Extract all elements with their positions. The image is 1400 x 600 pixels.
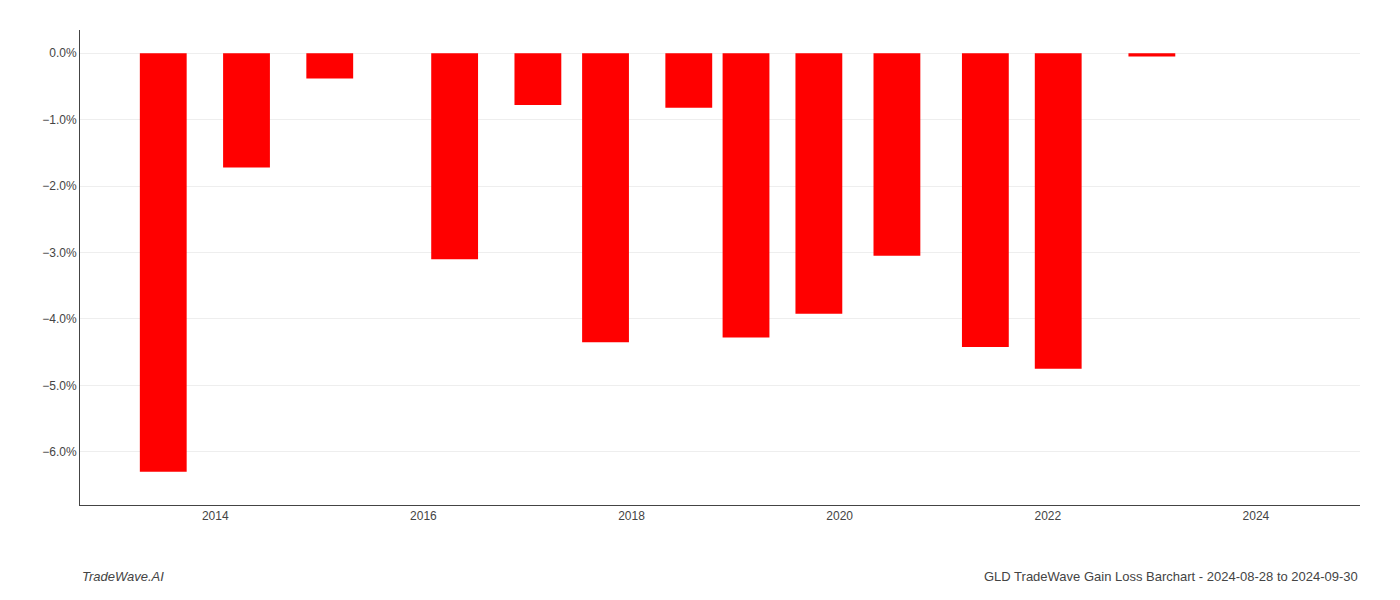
- svg-text:−3.0%: −3.0%: [42, 246, 77, 260]
- svg-text:TradeWave.AI: TradeWave.AI: [82, 569, 164, 584]
- svg-text:GLD TradeWave Gain Loss Barcha: GLD TradeWave Gain Loss Barchart - 2024-…: [984, 569, 1358, 584]
- svg-text:0.0%: 0.0%: [49, 46, 77, 60]
- svg-text:2024: 2024: [1243, 509, 1270, 523]
- svg-text:−4.0%: −4.0%: [42, 312, 77, 326]
- svg-text:2014: 2014: [202, 509, 229, 523]
- svg-text:−1.0%: −1.0%: [42, 113, 77, 127]
- svg-text:2016: 2016: [410, 509, 437, 523]
- svg-text:2022: 2022: [1034, 509, 1061, 523]
- svg-text:2020: 2020: [826, 509, 853, 523]
- svg-text:2018: 2018: [618, 509, 645, 523]
- svg-text:−5.0%: −5.0%: [42, 379, 77, 393]
- svg-text:−6.0%: −6.0%: [42, 445, 77, 459]
- svg-text:−2.0%: −2.0%: [42, 179, 77, 193]
